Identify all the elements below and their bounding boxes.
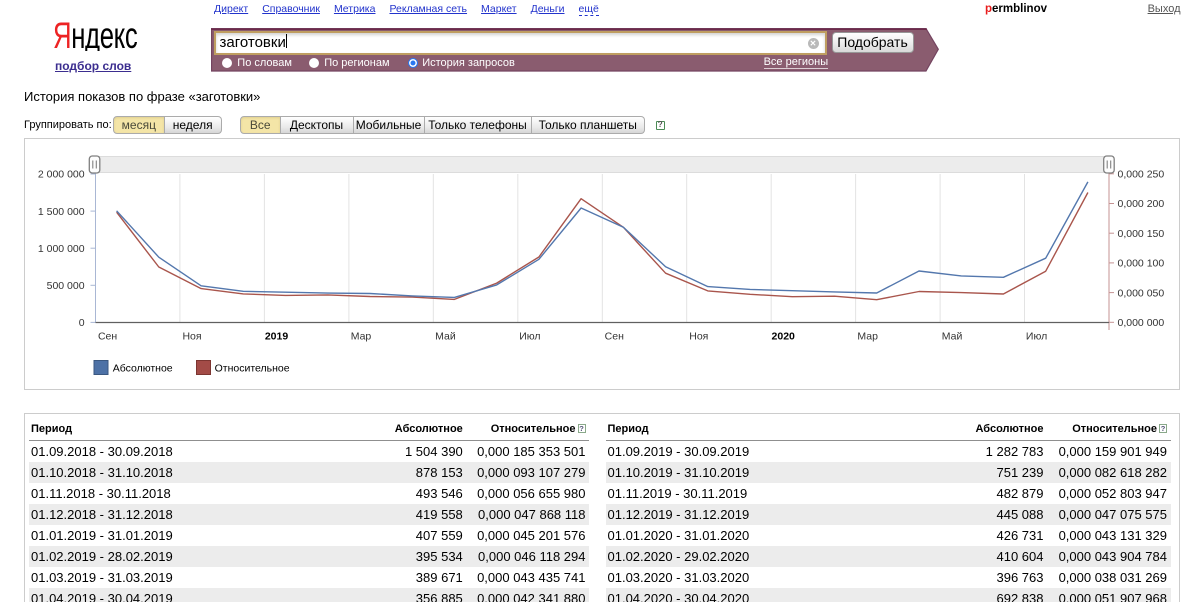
svg-text:2019: 2019 (265, 331, 289, 343)
svg-text:2 000 000: 2 000 000 (38, 169, 85, 181)
svg-text:0,000 000: 0,000 000 (1118, 317, 1165, 329)
svg-text:0,000 150: 0,000 150 (1118, 228, 1165, 240)
svg-text:0,000 200: 0,000 200 (1118, 198, 1165, 210)
svg-text:Май: Май (435, 331, 456, 343)
svg-text:Сен: Сен (605, 331, 624, 343)
svg-text:Ноя: Ноя (689, 331, 708, 343)
svg-text:0,000 250: 0,000 250 (1118, 169, 1165, 181)
svg-text:2020: 2020 (772, 331, 796, 343)
svg-text:1 000 000: 1 000 000 (38, 243, 85, 255)
svg-text:Июл: Июл (519, 331, 540, 343)
svg-text:500 000: 500 000 (47, 280, 85, 292)
svg-text:0,000 050: 0,000 050 (1118, 287, 1165, 299)
svg-text:Сен: Сен (98, 331, 117, 343)
svg-text:Мар: Мар (351, 331, 372, 343)
svg-text:0,000 100: 0,000 100 (1118, 258, 1165, 270)
svg-text:Июл: Июл (1026, 331, 1047, 343)
svg-text:Ноя: Ноя (182, 331, 201, 343)
svg-text:Мар: Мар (857, 331, 878, 343)
svg-text:Относительное: Относительное (215, 363, 290, 375)
svg-text:Май: Май (942, 331, 963, 343)
svg-text:Абсолютное: Абсолютное (113, 363, 173, 375)
svg-text:1 500 000: 1 500 000 (38, 206, 85, 218)
svg-text:0: 0 (79, 317, 85, 329)
